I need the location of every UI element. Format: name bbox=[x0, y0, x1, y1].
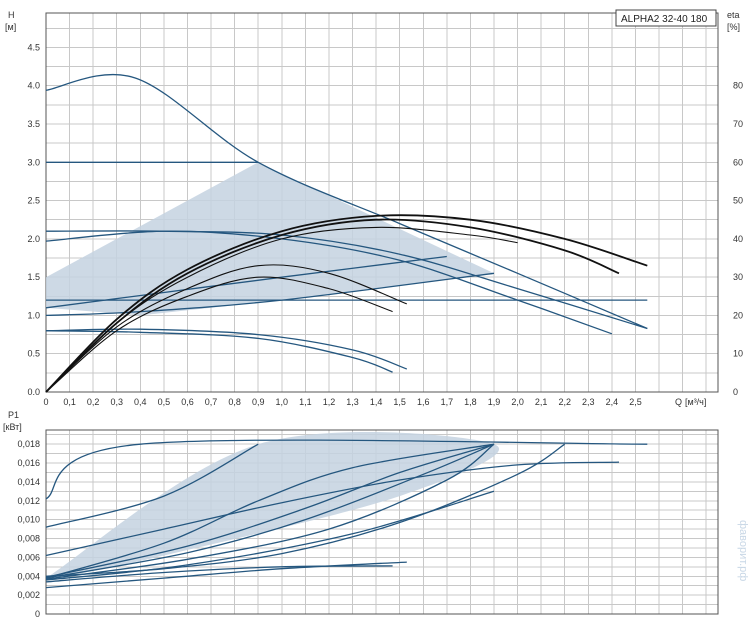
x-tick-label: 1,1 bbox=[299, 397, 312, 407]
x-tick-label: 0 bbox=[43, 397, 48, 407]
x-tick-label: 0,3 bbox=[110, 397, 123, 407]
efficiency-tick-label: 70 bbox=[733, 119, 743, 129]
power-operating-area bbox=[46, 432, 500, 580]
head-tick-label: 0.0 bbox=[27, 387, 40, 397]
head-curve bbox=[45, 330, 393, 373]
x-tick-label: 2,0 bbox=[511, 397, 524, 407]
power-tick-label: 0,008 bbox=[17, 534, 40, 544]
power-axis-label: P1 bbox=[8, 410, 19, 420]
power-curve bbox=[45, 443, 495, 578]
efficiency-axis-unit: [%] bbox=[727, 22, 740, 32]
head-tick-label: 2.0 bbox=[27, 234, 40, 244]
efficiency-tick-label: 0 bbox=[733, 387, 738, 397]
x-tick-label: 0,2 bbox=[87, 397, 100, 407]
flow-axis-label: Q bbox=[675, 397, 682, 407]
flow-axis-unit: [м³/ч] bbox=[685, 397, 706, 407]
watermark-text: фаворит.рф bbox=[737, 520, 749, 581]
performance-curves bbox=[45, 73, 648, 589]
x-tick-label: 0,5 bbox=[158, 397, 171, 407]
efficiency-curve bbox=[45, 264, 408, 393]
x-tick-label: 1,6 bbox=[417, 397, 430, 407]
x-tick-label: 2,3 bbox=[582, 397, 595, 407]
x-tick-label: 1,2 bbox=[323, 397, 336, 407]
head-tick-label: 1.5 bbox=[27, 272, 40, 282]
operating-range-shading bbox=[46, 162, 500, 580]
x-tick-label: 0,6 bbox=[181, 397, 194, 407]
efficiency-tick-label: 80 bbox=[733, 81, 743, 91]
head-axis-unit: [м] bbox=[5, 22, 16, 32]
efficiency-tick-label: 60 bbox=[733, 157, 743, 167]
x-tick-label: 1,7 bbox=[441, 397, 454, 407]
power-tick-label: 0,010 bbox=[17, 515, 40, 525]
head-curve bbox=[45, 230, 613, 335]
head-curve bbox=[45, 272, 495, 317]
x-tick-label: 0,1 bbox=[63, 397, 76, 407]
x-tick-label: 2,2 bbox=[558, 397, 571, 407]
head-tick-label: 3.5 bbox=[27, 119, 40, 129]
efficiency-curve bbox=[45, 276, 393, 393]
x-tick-label: 0,9 bbox=[252, 397, 265, 407]
head-tick-label: 4.5 bbox=[27, 42, 40, 52]
power-tick-label: 0,006 bbox=[17, 552, 40, 562]
power-curve bbox=[45, 561, 407, 589]
chart-title: ALPHA2 32-40 180 bbox=[621, 14, 708, 25]
x-tick-label: 1,0 bbox=[276, 397, 289, 407]
x-tick-label: 1,4 bbox=[370, 397, 383, 407]
power-tick-label: 0,012 bbox=[17, 496, 40, 506]
axis-tick-labels: 0 0,1 0,2 0,3 0,4 0,5 0,6 0,7 0,8 0,9 1,0 1,1 1,2 1,3… bbox=[17, 42, 743, 619]
head-tick-label: 2.5 bbox=[27, 196, 40, 206]
x-tick-label: 2,1 bbox=[535, 397, 548, 407]
efficiency-curve bbox=[45, 226, 518, 393]
power-tick-label: 0 bbox=[35, 609, 40, 619]
efficiency-axis-label: eta bbox=[727, 10, 740, 20]
chart-title-box bbox=[615, 9, 717, 27]
power-curve bbox=[45, 439, 648, 500]
efficiency-tick-label: 40 bbox=[733, 234, 743, 244]
x-tick-label: 0,7 bbox=[205, 397, 218, 407]
power-axis-unit: [кВт] bbox=[3, 422, 22, 432]
power-tick-label: 0,014 bbox=[17, 477, 40, 487]
head-chart-grid bbox=[45, 12, 719, 393]
efficiency-tick-label: 30 bbox=[733, 272, 743, 282]
power-tick-label: 0,002 bbox=[17, 590, 40, 600]
x-tick-label: 1,3 bbox=[346, 397, 359, 407]
power-curve bbox=[45, 443, 495, 579]
power-curve bbox=[45, 443, 495, 580]
x-tick-label: 0,8 bbox=[228, 397, 241, 407]
x-tick-label: 1,8 bbox=[464, 397, 477, 407]
x-tick-label: 2,4 bbox=[606, 397, 619, 407]
head-tick-label: 4.0 bbox=[27, 81, 40, 91]
head-curve bbox=[45, 73, 648, 330]
power-curve bbox=[45, 461, 620, 557]
head-curve bbox=[45, 255, 447, 309]
x-tick-label: 2,5 bbox=[629, 397, 642, 407]
efficiency-curve bbox=[45, 214, 648, 393]
power-tick-label: 0,018 bbox=[17, 439, 40, 449]
power-curve bbox=[45, 443, 259, 528]
power-curve bbox=[45, 443, 495, 579]
power-tick-label: 0,016 bbox=[17, 458, 40, 468]
head-tick-label: 3.0 bbox=[27, 157, 40, 167]
efficiency-tick-label: 10 bbox=[733, 349, 743, 359]
x-tick-label: 0,4 bbox=[134, 397, 147, 407]
head-tick-label: 0.5 bbox=[27, 349, 40, 359]
power-curve bbox=[45, 565, 393, 583]
efficiency-tick-label: 50 bbox=[733, 196, 743, 206]
power-curve bbox=[45, 443, 566, 577]
head-chart-frame bbox=[45, 12, 719, 393]
x-tick-label: 1,9 bbox=[488, 397, 501, 407]
x-tick-label: 1,5 bbox=[393, 397, 406, 407]
head-axis-label: H bbox=[8, 10, 15, 20]
power-tick-label: 0,004 bbox=[17, 571, 40, 581]
power-chart-frame bbox=[45, 429, 719, 615]
efficiency-tick-label: 20 bbox=[733, 310, 743, 320]
head-tick-label: 1.0 bbox=[27, 310, 40, 320]
